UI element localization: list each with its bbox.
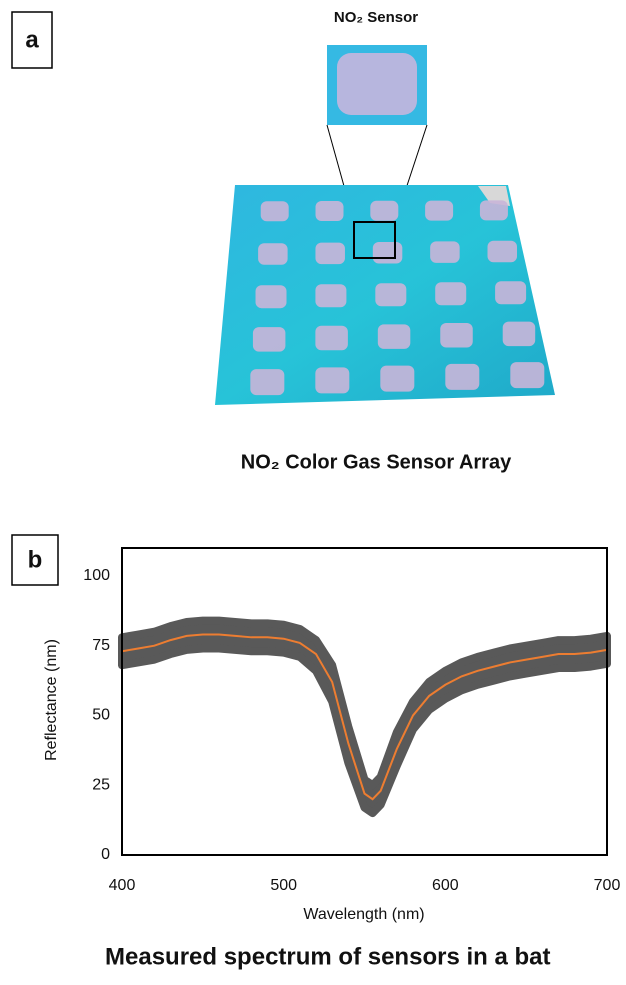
sensor-spot <box>435 282 466 305</box>
figure: a NO₂ Sensor NO₂ Color Gas Sensor Array … <box>0 0 626 980</box>
sensor-spot <box>256 285 287 308</box>
x-tick-label: 600 <box>432 877 459 894</box>
sensor-spot <box>503 322 536 347</box>
inset-sensor-spot <box>337 53 417 115</box>
sensor-spot <box>440 323 473 348</box>
sensor-spot <box>430 241 460 263</box>
sensor-spot <box>253 327 286 352</box>
panel-caption: NO₂ Color Gas Sensor Array <box>241 451 512 473</box>
sensor-spot <box>370 201 398 221</box>
sensor-spot <box>315 284 346 307</box>
sensor-spot <box>250 369 284 395</box>
sensor-spot <box>510 362 544 388</box>
sensor-spot <box>425 201 453 221</box>
sensor-spot <box>316 201 344 221</box>
x-tick-label: 500 <box>270 877 297 894</box>
y-tick-label: 25 <box>92 776 110 793</box>
y-tick-label: 100 <box>83 567 110 584</box>
sensor-spot <box>445 364 479 390</box>
sensor-spot <box>480 200 508 220</box>
x-tick-label: 700 <box>594 877 621 894</box>
sensor-spot <box>258 243 288 264</box>
sensor-spot <box>375 283 406 306</box>
x-tick-label: 400 <box>109 877 136 894</box>
sensor-spot <box>315 367 349 393</box>
y-axis-label: Reflectance (nm) <box>43 639 60 761</box>
panel-label: a <box>25 26 39 53</box>
sensor-spot <box>315 243 345 264</box>
range-band <box>122 621 607 814</box>
chart-caption: Measured spectrum of sensors in a bat <box>105 943 550 970</box>
sensor-spot <box>495 281 526 304</box>
sensor-spot <box>261 201 289 221</box>
y-tick-label: 75 <box>92 637 110 654</box>
sensor-spot <box>380 366 414 392</box>
inset-title: NO₂ Sensor <box>334 9 418 26</box>
sensor-spot <box>378 324 411 349</box>
sensor-spot <box>373 242 403 264</box>
plot-area <box>122 621 607 814</box>
panel-label: b <box>28 546 43 573</box>
sensor-spot <box>315 326 348 351</box>
y-tick-label: 0 <box>101 846 110 863</box>
x-axis-label: Wavelength (nm) <box>303 906 424 923</box>
y-tick-label: 50 <box>92 707 110 724</box>
sensor-spot <box>488 241 518 263</box>
